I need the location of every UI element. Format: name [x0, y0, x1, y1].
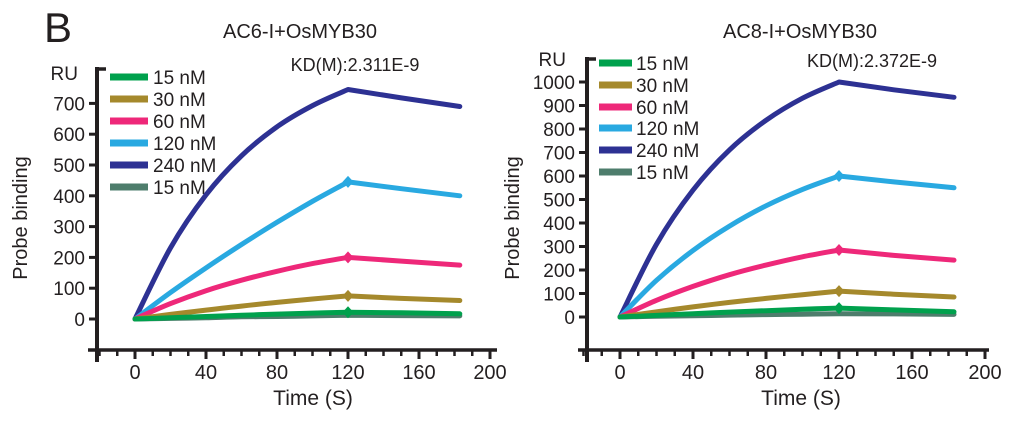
- series-curve-240-nM: [132, 87, 463, 322]
- legend-swatch: [110, 139, 148, 147]
- series-peak-marker-30-nM: [833, 285, 845, 298]
- legend-label: 240 nM: [153, 156, 216, 177]
- series-curve-60-nM: [617, 247, 957, 320]
- y-tick-label: 100: [543, 285, 575, 306]
- legend-swatch: [110, 161, 148, 169]
- legend-item: 15 nM: [110, 178, 206, 199]
- y-tick-label: 300: [53, 218, 85, 239]
- right-x-axis-title: Time (S): [761, 387, 841, 410]
- y-tick-label: 100: [53, 279, 85, 300]
- legend-label: 15 nM: [153, 68, 206, 89]
- x-tick-label: 160: [895, 362, 928, 384]
- series-peak-marker-60-nM: [833, 244, 845, 256]
- left-ru-unit-label: RU: [50, 64, 78, 85]
- y-tick-label: 0: [74, 310, 85, 331]
- y-tick-label: 500: [53, 156, 85, 177]
- right-panel-title: AC8-I+OsMYB30: [723, 21, 877, 43]
- series-peak-marker-15-nM: [833, 302, 845, 315]
- series-peak-marker-30-nM: [342, 289, 354, 302]
- x-tick-label: 160: [402, 362, 435, 384]
- series-curve-15-nM: [132, 309, 463, 322]
- y-tick-label: 600: [543, 167, 575, 188]
- legend-swatch: [599, 81, 632, 89]
- x-tick-label: 80: [266, 362, 288, 384]
- series-peak-marker-120-nM: [342, 175, 354, 188]
- series-curve-15-nM: [617, 305, 957, 320]
- legend-item: 60 nM: [599, 98, 689, 119]
- legend-item: 120 nM: [599, 119, 699, 140]
- series-curve-120-nM: [132, 179, 463, 322]
- legend-label: 120 nM: [636, 119, 699, 140]
- legend-item: 240 nM: [110, 156, 216, 177]
- legend-swatch: [110, 117, 148, 125]
- legend-item: 30 nM: [110, 90, 206, 111]
- left-kd-annotation: KD(M):2.311E-9: [290, 55, 420, 75]
- x-tick-label: 40: [682, 362, 704, 384]
- legend-item: 15 nM: [599, 54, 689, 75]
- y-tick-label: 200: [53, 248, 85, 269]
- left-panel-title: AC6-I+OsMYB30: [223, 21, 377, 43]
- series-curve-60-nM: [132, 254, 463, 322]
- legend-item: 15 nM: [599, 163, 689, 184]
- legend-swatch: [599, 146, 632, 154]
- legend-swatch: [599, 103, 632, 111]
- left-chart: 0 100 200 300 400 500 600 700 0 40 80 120 160 200 15 n…: [53, 67, 507, 384]
- y-tick-label: 900: [543, 97, 575, 118]
- y-tick-label: 400: [543, 214, 575, 235]
- x-tick-label: 120: [331, 362, 364, 384]
- legend-label: 30 nM: [153, 90, 206, 111]
- left-x-axis-title: Time (S): [273, 387, 353, 410]
- legend-swatch: [599, 59, 632, 67]
- y-tick-label: 800: [543, 120, 575, 141]
- x-tick-label: 0: [614, 362, 625, 384]
- y-tick-label: 600: [53, 125, 85, 146]
- y-tick-label: 700: [53, 94, 85, 115]
- legend-swatch: [110, 73, 148, 81]
- y-tick-label: 0: [564, 308, 575, 329]
- right-ru-unit-label: RU: [538, 50, 566, 71]
- y-tick-label: 200: [543, 261, 575, 282]
- legend-swatch: [110, 183, 148, 191]
- legend-item: 60 nM: [110, 112, 206, 133]
- series-curve-30-nM: [132, 293, 463, 322]
- legend-swatch: [110, 95, 148, 103]
- x-tick-label: 200: [968, 362, 1001, 384]
- x-tick-label: 120: [822, 362, 855, 384]
- series-peak-marker-60-nM: [342, 251, 354, 264]
- legend-swatch: [599, 168, 632, 176]
- series-peak-marker-120-nM: [833, 170, 845, 182]
- legend-label: 30 nM: [636, 76, 689, 97]
- legend-label: 15 nM: [153, 178, 206, 199]
- y-tick-label: 300: [543, 238, 575, 259]
- legend-swatch: [599, 124, 632, 132]
- series-curve-120-nM: [617, 173, 957, 320]
- y-tick-label: 1000: [533, 73, 575, 94]
- x-tick-label: 80: [755, 362, 777, 384]
- x-tick-label: 0: [129, 362, 140, 384]
- series-peak-marker-15-nM: [342, 306, 354, 319]
- legend-item: 120 nM: [110, 134, 216, 155]
- legend-item: 30 nM: [599, 76, 689, 97]
- y-tick-label: 700: [543, 144, 575, 165]
- y-tick-label: 400: [53, 187, 85, 208]
- figure-panel-label: B: [44, 4, 73, 51]
- legend-label: 60 nM: [153, 112, 206, 133]
- legend-label: 240 nM: [636, 141, 699, 162]
- legend-label: 120 nM: [153, 134, 216, 155]
- right-kd-annotation: KD(M):2.372E-9: [806, 51, 938, 71]
- x-tick-label: 40: [195, 362, 217, 384]
- legend-label: 60 nM: [636, 98, 689, 119]
- series-curve-240-nM: [617, 79, 957, 320]
- y-tick-label: 500: [543, 191, 575, 212]
- x-tick-label: 200: [473, 362, 506, 384]
- legend-label: 15 nM: [636, 163, 689, 184]
- legend-label: 15 nM: [636, 54, 689, 75]
- series-curve-30-nM: [617, 288, 957, 320]
- legend-item: 15 nM: [110, 68, 206, 89]
- legend-item: 240 nM: [599, 141, 699, 162]
